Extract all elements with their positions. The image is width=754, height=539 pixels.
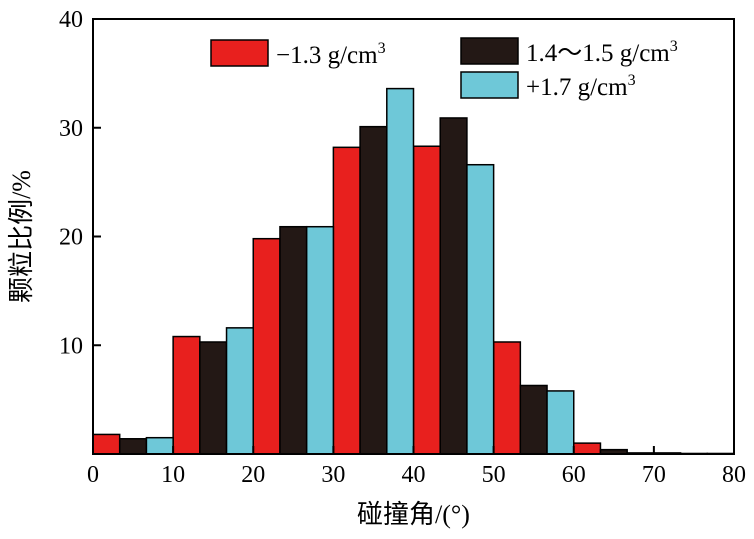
bar-s2-40-50 bbox=[439, 117, 468, 455]
x-tick-label-80: 80 bbox=[722, 462, 746, 488]
y-axis-title: 颗粒比例/% bbox=[7, 170, 36, 303]
tick-labels-layer: 0 10 20 30 40 50 60 70 80 10 20 30 40 bbox=[59, 7, 746, 488]
y-tick-label-20: 20 bbox=[59, 225, 83, 251]
legend: −1.3 g/cm3 1.4～1.5 g/cm3 +1.7 g/cm3 bbox=[210, 37, 678, 101]
bar-s3-10-20 bbox=[225, 327, 254, 455]
legend-label-1: −1.3 g/cm3 bbox=[276, 40, 386, 69]
x-tick-label-0: 0 bbox=[87, 462, 99, 488]
bar-s3-20-30 bbox=[305, 225, 335, 455]
bar-s1-20-30 bbox=[252, 237, 281, 455]
x-tick-label-70: 70 bbox=[642, 462, 666, 488]
x-tick-label-20: 20 bbox=[241, 462, 265, 488]
bar-s3-0-10 bbox=[145, 436, 174, 455]
legend-label-2: 1.4～1.5 g/cm3 bbox=[526, 38, 678, 67]
x-tick-label-30: 30 bbox=[321, 462, 345, 488]
bar-s1-30-40 bbox=[332, 146, 361, 455]
x-tick-label-50: 50 bbox=[482, 462, 506, 488]
legend-swatch-2 bbox=[460, 37, 519, 65]
bar-s1-0-10 bbox=[92, 433, 121, 455]
bar-s2-30-40 bbox=[359, 125, 388, 455]
bar-s2-50-60 bbox=[519, 384, 548, 455]
ticks-layer bbox=[92, 18, 735, 454]
y-tick-label-40: 40 bbox=[59, 7, 83, 33]
x-tick-label-60: 60 bbox=[562, 462, 586, 488]
y-tick-label-30: 30 bbox=[59, 116, 83, 142]
bar-s2-20-30 bbox=[279, 225, 308, 455]
legend-swatch-3 bbox=[460, 71, 519, 99]
x-tick-label-10: 10 bbox=[161, 462, 185, 488]
bar-s1-60-70 bbox=[573, 442, 602, 455]
legend-swatch-1 bbox=[210, 39, 269, 67]
bar-s3-30-40 bbox=[386, 87, 415, 455]
bar-s1-50-60 bbox=[492, 341, 522, 455]
x-tick-label-40: 40 bbox=[402, 462, 426, 488]
legend-label-3: +1.7 g/cm3 bbox=[526, 72, 636, 101]
bar-s2-0-10 bbox=[118, 438, 148, 455]
x-axis-title: 碰撞角/(°) bbox=[357, 500, 470, 529]
bar-s3-40-50 bbox=[466, 163, 495, 455]
y-tick-label-10: 10 bbox=[59, 333, 83, 359]
bar-s2-10-20 bbox=[199, 341, 228, 455]
bar-s1-40-50 bbox=[412, 145, 441, 455]
bar-s1-10-20 bbox=[172, 335, 201, 455]
bar-s3-50-60 bbox=[546, 390, 575, 455]
bars-layer bbox=[92, 87, 735, 455]
